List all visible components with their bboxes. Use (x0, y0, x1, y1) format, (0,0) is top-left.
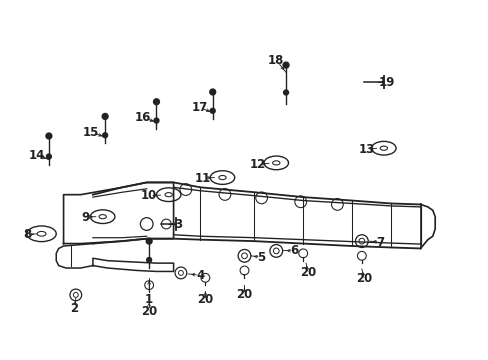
Circle shape (102, 113, 108, 120)
Text: 20: 20 (236, 288, 252, 301)
Text: 12: 12 (249, 158, 265, 171)
Text: 7: 7 (376, 235, 384, 249)
Text: 16: 16 (134, 111, 151, 124)
Circle shape (210, 108, 215, 113)
Text: 20: 20 (299, 266, 316, 279)
Text: 20: 20 (141, 305, 157, 318)
Text: 4: 4 (196, 269, 204, 282)
Text: 1: 1 (145, 293, 153, 306)
Text: 11: 11 (194, 172, 211, 185)
Circle shape (209, 89, 215, 95)
Circle shape (153, 99, 159, 105)
Circle shape (283, 90, 288, 95)
Text: 5: 5 (257, 251, 265, 264)
Text: 13: 13 (358, 143, 374, 156)
Text: 15: 15 (82, 126, 99, 139)
Circle shape (146, 257, 151, 262)
Circle shape (283, 62, 288, 68)
Text: 17: 17 (191, 101, 207, 114)
Circle shape (102, 133, 107, 138)
Text: 3: 3 (174, 217, 182, 230)
Text: 10: 10 (141, 189, 157, 202)
Text: 14: 14 (28, 149, 45, 162)
Circle shape (46, 154, 51, 159)
Circle shape (146, 238, 152, 244)
Text: 6: 6 (290, 244, 298, 257)
Text: 20: 20 (355, 272, 372, 285)
Text: 18: 18 (267, 54, 284, 67)
Text: 19: 19 (378, 76, 395, 89)
Text: 20: 20 (197, 293, 213, 306)
Text: 8: 8 (23, 228, 31, 241)
Circle shape (46, 133, 52, 139)
Text: 9: 9 (81, 211, 89, 224)
Text: 2: 2 (70, 302, 78, 315)
Circle shape (154, 118, 159, 123)
